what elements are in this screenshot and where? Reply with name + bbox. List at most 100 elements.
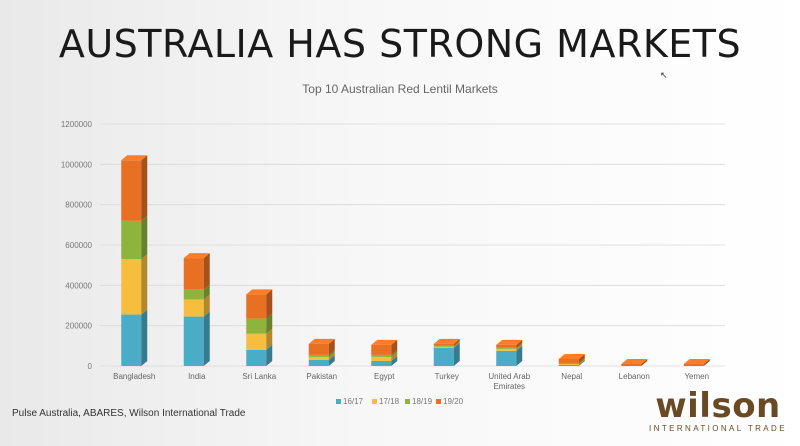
bar-segment <box>496 343 523 351</box>
bar-segment-side <box>266 313 273 334</box>
bars <box>121 155 710 366</box>
bar-segment-front <box>183 299 204 317</box>
bar-top-face <box>183 253 210 259</box>
bar-segment-front <box>246 333 267 350</box>
bar-segment <box>433 342 460 366</box>
bar-segment-side <box>203 294 210 317</box>
bar-segment-front <box>308 359 329 366</box>
legend-swatch <box>405 399 410 404</box>
y-tick-label: 400000 <box>65 281 92 290</box>
bar-segment-front <box>558 358 579 363</box>
bar-segment-front <box>121 314 142 366</box>
bar-segment-side <box>391 349 398 357</box>
bar-segment <box>558 357 585 364</box>
bar-segment-front <box>433 347 454 366</box>
bar-segment-side <box>453 342 460 366</box>
y-tick-label: 200000 <box>65 322 92 331</box>
legend-swatch <box>372 399 377 404</box>
bar-segment <box>121 215 148 260</box>
slide-title: AUSTRALIA HAS STRONG MARKETS <box>58 22 742 66</box>
bar-segment-side <box>641 358 648 366</box>
bar-segment-side <box>516 345 523 366</box>
x-tick-label: United Arab Emirates <box>488 372 530 391</box>
logo-wordmark: wilson <box>655 386 781 426</box>
bar-segment-front <box>121 259 142 315</box>
bar-top-face <box>433 338 460 344</box>
bar-segment <box>433 341 460 348</box>
bar-segment <box>246 328 273 350</box>
bar-segment-front <box>246 318 267 334</box>
bar-segment <box>496 339 523 348</box>
bar-segment <box>558 358 585 365</box>
x-tick-label: Turkey <box>435 372 459 381</box>
grid-lines <box>100 123 725 367</box>
bar-segment-side <box>141 309 148 366</box>
bar-top-face <box>371 339 398 345</box>
bar-segment <box>183 311 210 366</box>
x-axis-labels: Bangladesh India Sri Lanka Pakistan Egypt Tur… <box>113 372 709 391</box>
bar-segment-front <box>308 356 329 360</box>
bar-segment <box>371 339 398 355</box>
bar-segment <box>308 349 335 357</box>
x-tick-label: Nepal <box>561 372 582 381</box>
bar-segment-front <box>558 362 579 364</box>
bar-segment <box>308 338 335 355</box>
wilson-logo: wilson INTERNATIONAL TRADE <box>648 388 788 434</box>
y-tick-label: 1000000 <box>61 160 93 169</box>
bar-segment <box>183 253 210 290</box>
bar-segment <box>621 358 648 366</box>
bar-top-face <box>683 358 710 364</box>
bar-segment <box>433 338 460 346</box>
y-tick-label: 800000 <box>65 201 92 210</box>
legend-label: 19/20 <box>443 397 464 406</box>
bar-segment-side <box>391 339 398 355</box>
bar-segment <box>121 309 148 366</box>
bar-segment-side <box>203 284 210 300</box>
bar-segment-front <box>558 364 579 366</box>
bar-segment-side <box>516 339 523 348</box>
bar-segment-front <box>183 258 204 290</box>
bar-segment-side <box>141 155 148 221</box>
logo-tagline: INTERNATIONAL TRADE <box>649 424 787 433</box>
legend-label: 16/17 <box>343 397 364 406</box>
mouse-cursor-icon: ↖ <box>660 70 668 80</box>
bar-segment-side <box>516 342 523 349</box>
bar-segment <box>183 284 210 300</box>
bar-segment-front <box>371 354 392 357</box>
bar-segment <box>558 353 585 363</box>
x-tick-label: Egypt <box>374 372 395 381</box>
bar-segment-side <box>328 349 335 357</box>
bar-segment <box>371 349 398 357</box>
bar-segment-side <box>578 358 585 365</box>
bar-segment-front <box>496 348 517 351</box>
bar-top-face <box>496 339 523 345</box>
bar-segment-side <box>141 215 148 260</box>
legend-item: 16/17 <box>336 397 364 406</box>
legend-label: 17/18 <box>379 397 400 406</box>
bar-segment <box>246 344 273 366</box>
bar-segment-front <box>308 354 329 357</box>
bar-segment-side <box>328 351 335 360</box>
bar-segment <box>246 289 273 319</box>
bar-segment-side <box>391 355 398 366</box>
bar-top-face <box>308 338 335 344</box>
chart-title: Top 10 Australian Red Lentil Markets <box>302 82 498 96</box>
bar-segment-front <box>246 349 267 366</box>
bar-segment-front <box>433 346 454 348</box>
bar-segment <box>496 345 523 366</box>
x-tick-label: Lebanon <box>619 372 650 381</box>
bar-segment-front <box>621 363 642 366</box>
bar-segment <box>121 254 148 315</box>
bar-segment-front <box>371 356 392 361</box>
bar-segment-front <box>496 350 517 366</box>
bar-segment <box>308 351 335 360</box>
legend: 16/17 17/18 18/19 19/20 <box>336 397 464 406</box>
bar-segment-front <box>496 347 517 349</box>
bar-segment-front <box>121 220 142 260</box>
bar-segment-side <box>578 353 585 363</box>
bar-segment <box>496 342 523 349</box>
bar-segment-side <box>328 354 335 366</box>
source-citation: Pulse Australia, ABARES, Wilson Internat… <box>12 408 246 419</box>
legend-label: 18/19 <box>412 397 433 406</box>
